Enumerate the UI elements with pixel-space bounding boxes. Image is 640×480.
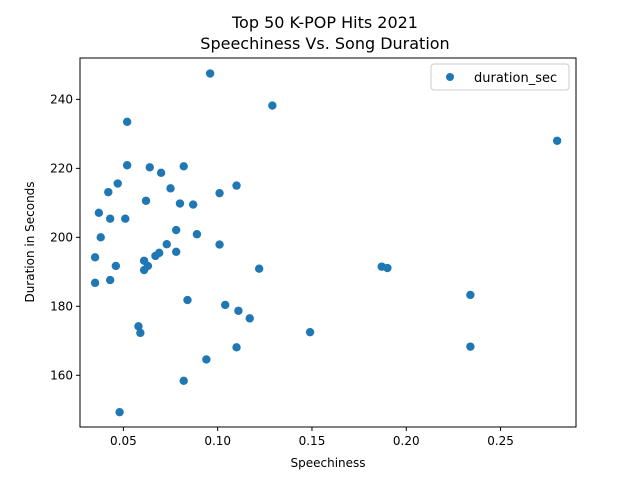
legend-label: duration_sec [474,71,557,86]
x-tick-label: 0.25 [487,434,514,448]
y-tick-label: 200 [50,230,73,244]
legend-box [430,63,570,91]
data-point [134,322,143,331]
data-point [192,230,202,239]
data-point [155,248,164,258]
x-tick-label: 0.05 [110,434,137,448]
data-point [466,342,475,351]
data-point [175,199,185,208]
data-point [94,208,104,218]
data-point [466,290,475,300]
data-point [383,263,392,273]
data-point [232,181,241,190]
data-point [179,162,188,171]
data-point [162,240,171,249]
data-point [90,278,100,288]
data-point [141,196,151,205]
plot-frame [79,57,577,428]
y-tick-label: 240 [50,92,73,106]
data-point [122,161,132,170]
data-point [171,247,181,257]
data-point [115,407,124,417]
y-tick-label: 180 [50,299,73,313]
data-point [202,355,211,364]
data-point [121,214,130,223]
x-tick-label: 0.10 [204,434,231,448]
data-point [104,187,113,197]
data-point [156,168,166,178]
plot-area [79,57,577,428]
data-point [183,295,192,305]
data-point [188,200,198,209]
data-point [111,261,121,271]
data-point [166,184,175,193]
data-point [90,253,100,262]
data-points [90,69,562,417]
data-point [232,343,241,352]
x-axis-ticks: 0.05 0.10 0.15 0.20 0.25 [110,427,514,448]
data-point [205,69,215,78]
data-point [105,275,115,285]
chart-subtitle: Speechiness Vs. Song Duration [200,34,449,53]
data-point [171,225,181,235]
data-point [179,376,188,385]
chart-title: Top 50 K-POP Hits 2021 [231,13,418,32]
data-point [305,327,315,337]
data-point [143,261,153,271]
data-point [215,188,224,198]
data-point [136,328,145,338]
data-point [268,101,277,110]
data-point [145,163,154,172]
data-point [254,264,264,273]
y-axis-label: Duration in Seconds [23,181,37,302]
x-tick-label: 0.20 [393,434,420,448]
data-point [245,314,254,323]
legend: duration_sec [430,63,570,91]
legend-marker [446,73,454,81]
data-point [105,214,115,223]
data-point [96,233,105,242]
data-point [221,300,230,310]
y-tick-label: 160 [50,368,73,382]
y-axis-ticks: 160 180 200 220 240 [50,92,80,382]
x-axis-label: Speechiness [290,456,365,470]
data-point [113,179,122,188]
data-point [122,117,132,126]
data-point [215,240,224,249]
x-tick-label: 0.15 [299,434,326,448]
data-point [552,136,562,145]
data-point [234,306,243,315]
y-tick-label: 220 [50,161,73,175]
